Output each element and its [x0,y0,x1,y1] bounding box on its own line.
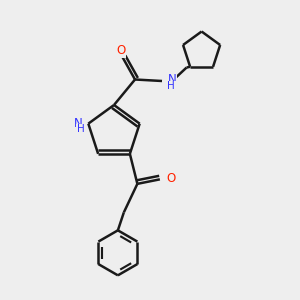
Text: O: O [167,172,176,185]
Text: H: H [167,81,175,92]
Text: N: N [74,117,82,130]
Text: N: N [167,73,176,86]
Text: H: H [77,124,84,134]
Text: O: O [116,44,125,58]
